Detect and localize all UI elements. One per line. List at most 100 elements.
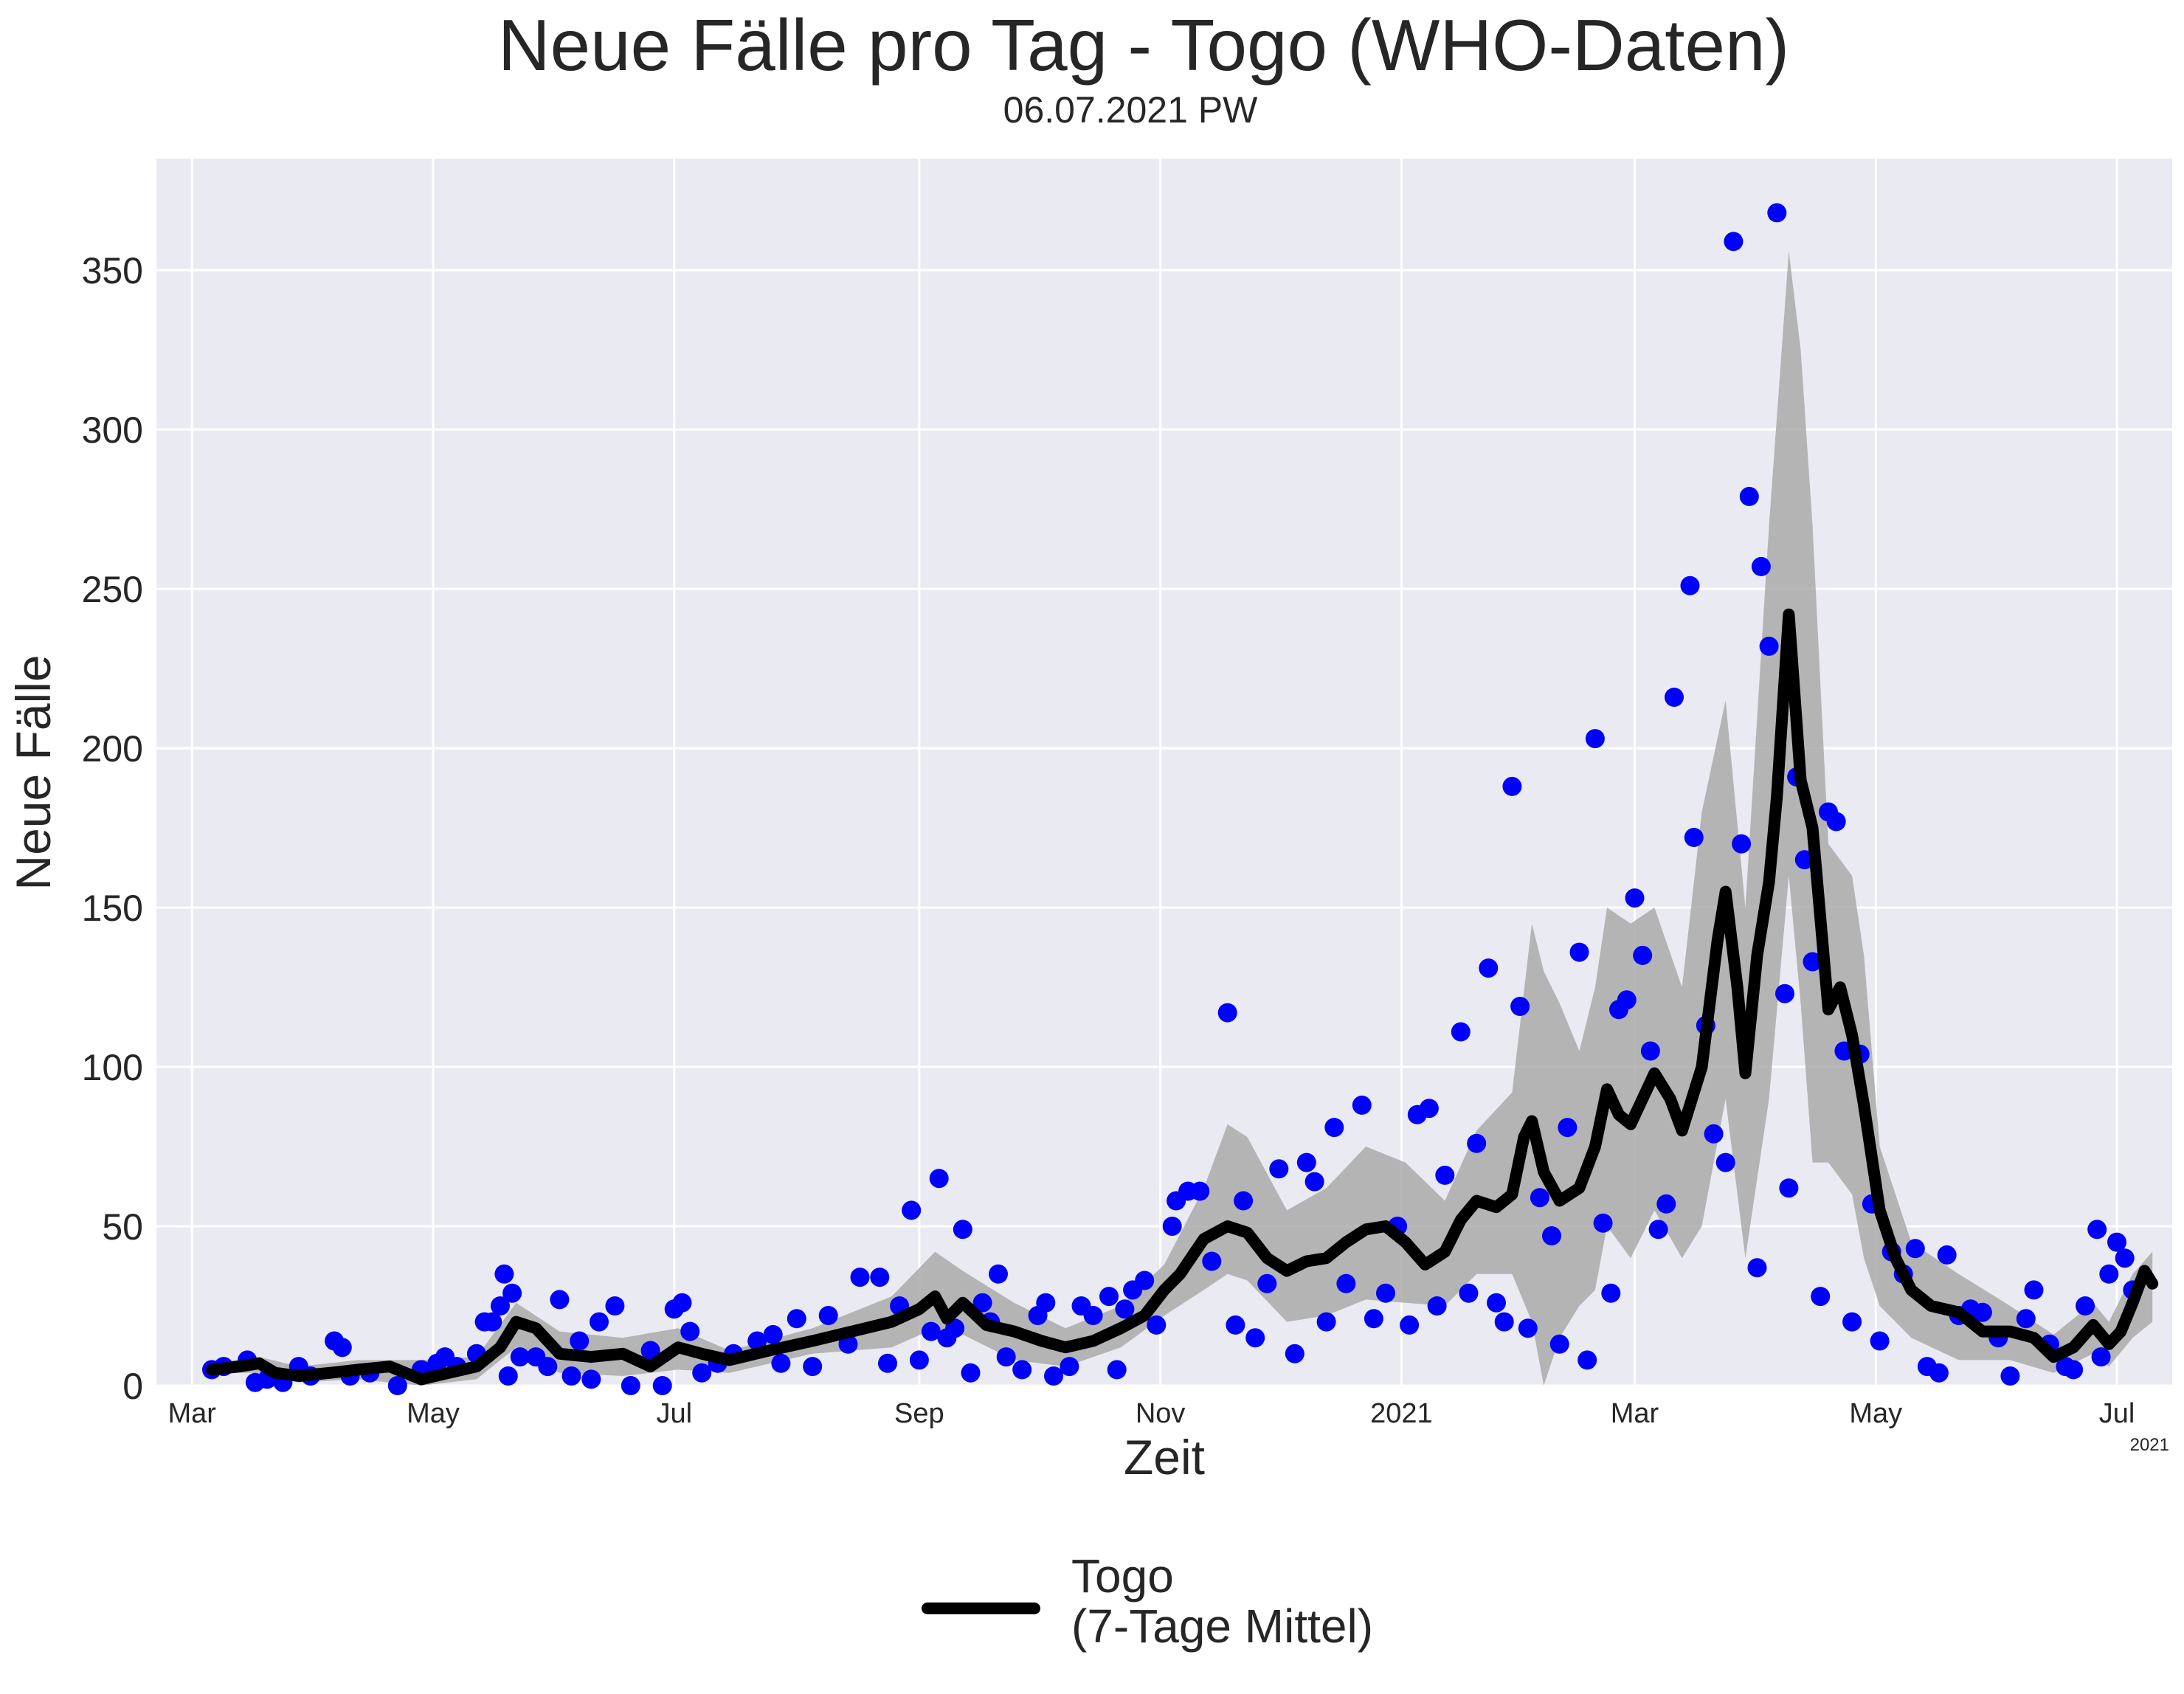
data-point	[581, 1369, 601, 1389]
legend: Togo (7-Tage Mittel)	[922, 1549, 1373, 1653]
data-point	[850, 1268, 870, 1287]
data-point	[2099, 1264, 2119, 1284]
data-point	[2000, 1366, 2020, 1386]
data-point	[1656, 1194, 1676, 1214]
data-point	[1665, 688, 1684, 707]
data-point	[1285, 1344, 1304, 1363]
data-point	[1633, 945, 1653, 965]
chart-subtitle: 06.07.2021 PW	[1003, 89, 1258, 131]
data-point	[2087, 1220, 2107, 1240]
scatter-points	[202, 203, 2143, 1395]
data-point	[1324, 1118, 1344, 1138]
data-point	[1135, 1270, 1155, 1290]
data-point	[1376, 1283, 1395, 1303]
x-tick-label: May	[407, 1398, 460, 1429]
data-point	[803, 1357, 823, 1377]
data-point	[1549, 1334, 1569, 1354]
data-point	[2115, 1248, 2135, 1268]
data-point	[1803, 952, 1822, 972]
plot-area	[156, 159, 2172, 1386]
data-point	[538, 1357, 558, 1377]
data-point	[621, 1376, 640, 1395]
data-point	[747, 1331, 767, 1351]
data-point	[1585, 729, 1605, 749]
data-point	[1684, 828, 1704, 847]
data-point	[494, 1264, 514, 1284]
data-point	[1767, 203, 1787, 223]
y-tick-label: 350	[82, 250, 143, 291]
data-point	[1494, 1312, 1514, 1332]
data-point	[1217, 1003, 1237, 1023]
data-point	[1296, 1152, 1316, 1172]
data-point	[1427, 1296, 1447, 1316]
data-point	[921, 1321, 941, 1341]
data-point	[2024, 1280, 2044, 1300]
data-point	[870, 1268, 890, 1287]
y-axis-label: Neue Fälle	[6, 654, 61, 890]
data-point	[1107, 1360, 1127, 1380]
data-point	[818, 1306, 838, 1325]
data-point	[1625, 888, 1645, 908]
data-point	[1257, 1273, 1277, 1293]
data-point	[590, 1312, 609, 1332]
data-point	[1364, 1309, 1383, 1329]
legend-label-line: (7-Tage Mittel)	[1071, 1600, 1373, 1653]
data-point	[1577, 1350, 1597, 1370]
data-point	[878, 1353, 897, 1373]
data-point	[605, 1296, 625, 1316]
x-tick-labels: Mar May Jul Sep Nov 2021 Mar May Jul	[167, 1398, 2135, 1429]
data-point	[1245, 1328, 1265, 1348]
data-point	[570, 1331, 590, 1351]
data-point	[1316, 1312, 1336, 1332]
data-point	[498, 1366, 518, 1386]
data-point	[1012, 1360, 1032, 1380]
data-point	[1811, 1287, 1831, 1307]
data-point	[1234, 1191, 1254, 1211]
data-point	[953, 1220, 972, 1240]
x-tick-label: Jul	[656, 1398, 692, 1429]
data-point	[1459, 1283, 1479, 1303]
data-point	[1759, 636, 1779, 656]
data-point	[1147, 1315, 1167, 1335]
data-point	[1044, 1366, 1063, 1386]
data-point	[1593, 1213, 1613, 1233]
y-tick-label: 0	[122, 1366, 143, 1407]
data-point	[1842, 1312, 1862, 1332]
data-point	[640, 1341, 660, 1361]
y-tick-label: 100	[82, 1047, 143, 1088]
data-point	[1704, 1124, 1724, 1144]
x-axis-label: Zeit	[1124, 1430, 1205, 1484]
y-tick-labels: 0 50 100 150 200 250 300 350	[82, 250, 143, 1407]
data-point	[1739, 486, 1759, 506]
data-point	[996, 1347, 1016, 1367]
data-point	[1202, 1251, 1222, 1271]
data-point	[1617, 990, 1637, 1010]
data-point	[1937, 1245, 1957, 1265]
data-point	[1115, 1299, 1135, 1319]
data-point	[2091, 1347, 2111, 1367]
data-point	[387, 1376, 407, 1395]
data-point	[332, 1338, 352, 1358]
data-point	[961, 1363, 981, 1383]
data-point	[550, 1290, 570, 1310]
data-point	[1487, 1293, 1506, 1313]
y-tick-label: 200	[82, 728, 143, 770]
data-point	[1542, 1226, 1561, 1245]
data-point	[1304, 1172, 1324, 1192]
data-point	[1724, 232, 1744, 252]
data-point	[510, 1347, 530, 1367]
data-point	[483, 1312, 502, 1332]
data-point	[1419, 1099, 1439, 1119]
y-tick-label: 250	[82, 569, 143, 610]
avg-line-group	[206, 608, 2159, 1386]
data-point	[2016, 1309, 2036, 1329]
data-point	[1502, 776, 1522, 796]
data-point	[1905, 1239, 1925, 1259]
data-point	[1269, 1159, 1289, 1179]
data-point	[1510, 997, 1530, 1016]
data-point	[672, 1293, 692, 1313]
data-point	[1518, 1318, 1538, 1338]
data-point	[1751, 556, 1771, 576]
data-point	[1929, 1363, 1949, 1383]
